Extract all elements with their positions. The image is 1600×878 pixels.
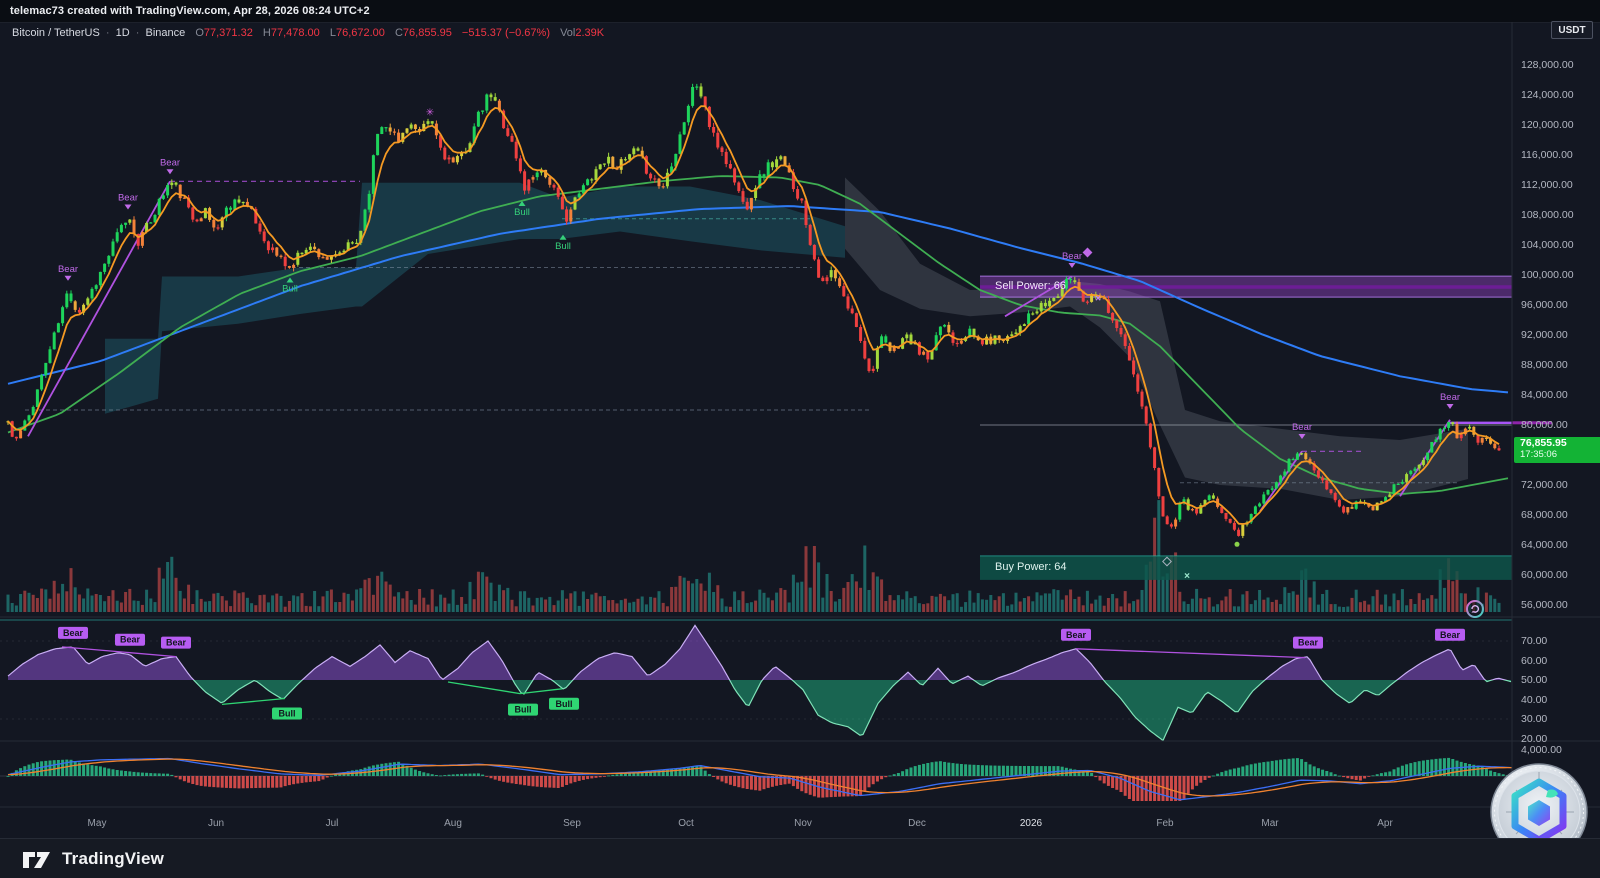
time-axis-label: Jul [325,818,339,829]
pane-separators [0,22,1600,808]
signal-bands [980,275,1512,580]
refresh-icon[interactable] [1464,598,1486,620]
svg-text:Bear: Bear [1066,630,1087,640]
sell-power-label: Sell Power: 66 [995,280,1066,292]
ma-fast [7,105,1500,525]
open-label: O [195,27,204,39]
exchange: Binance [145,27,186,39]
svg-text:Bear: Bear [58,264,78,275]
tradingview-wordmark[interactable]: TradingView [62,849,165,868]
price-axis-label: 84,000.00 [1521,389,1568,401]
time-axis-label: Jun [207,818,225,829]
svg-text:×: × [1184,571,1190,582]
svg-text:Bear: Bear [118,193,138,204]
price-axis-label: 60,000.00 [1521,569,1568,581]
price-axis-label: 112,000.00 [1521,179,1573,191]
moving-averages [7,175,1509,495]
time-axis-label: May [87,818,107,829]
currency-toggle-button[interactable]: USDT [1551,21,1593,39]
buy-power-label: Buy Power: 64 [995,561,1067,573]
time-axis-label: Dec [908,818,926,829]
symbol-legend[interactable]: Bitcoin / TetherUS · 1D · Binance O77,37… [12,27,605,39]
svg-text:Bull: Bull [556,699,573,709]
price-axis-label: 80,000.00 [1521,419,1568,431]
rsi-axis-label: 50.00 [1521,674,1548,686]
svg-text:Bull: Bull [555,241,571,252]
svg-text:Bull: Bull [515,705,532,715]
pivot-markers: Bear Bear Bear Bear Bear Bear Bull Bull Bull ✳ × × [58,107,1460,582]
close-value: 76,855.95 [402,27,452,39]
rsi-axis-label: 60.00 [1521,654,1548,667]
svg-text:Bear: Bear [1298,638,1319,648]
svg-text:Bear: Bear [160,157,180,168]
level-lines [25,218,1512,484]
tradingview-logo-icon[interactable] [22,848,52,870]
time-axis-label: 2026 [1019,818,1043,829]
time-axis-label: Oct [678,818,694,829]
rsi-axis-label: 20.00 [1521,732,1548,745]
rsi-axis-label: 30.00 [1521,713,1548,725]
coin-logo [1490,763,1588,861]
bar-countdown: 17:35:06 [1520,449,1557,460]
attribution-bar: telemac73 created with TradingView.com, … [0,0,1600,23]
rsi-axis-label: 70.00 [1521,635,1548,647]
time-axis-label: Apr [1377,818,1393,829]
high-label: H [262,27,271,39]
svg-text:Bull: Bull [279,709,296,719]
svg-text:Bear: Bear [1440,630,1461,640]
svg-text:×: × [1095,293,1101,304]
time-axis-label: Sep [563,818,581,829]
last-price: 76,855.95 [1520,437,1567,449]
price-axis-label: 72,000.00 [1521,479,1568,491]
time-axis-label: Aug [444,818,462,829]
macd-axis-label: 4,000.00 [1521,744,1562,756]
symbol-name[interactable]: Bitcoin / TetherUS [12,27,100,39]
time-axis-label: Mar [1261,818,1279,829]
attribution-text: telemac73 created with TradingView.com, … [10,5,370,17]
price-axis-label: 124,000.00 [1521,89,1574,101]
price-axis-label: 128,000.00 [1521,59,1574,71]
open-value: 77,371.32 [203,27,253,39]
volume-value: 2.39K [575,27,605,39]
footer-bar: TradingView [0,838,1600,878]
high-value: 77,478.00 [270,27,320,39]
svg-text:Bull: Bull [282,284,298,295]
macd-pane [0,757,1514,801]
price-axis-label: 120,000.00 [1521,119,1574,131]
svg-text:Bear: Bear [63,628,84,638]
price-axis-label: 104,000.00 [1521,239,1574,251]
price-axis-label: 88,000.00 [1521,359,1568,371]
price-axis-label: 108,000.00 [1521,209,1574,221]
volume-label: Vol [560,27,576,39]
svg-text:Bear: Bear [1292,422,1312,433]
svg-text:Bear: Bear [1440,392,1460,403]
svg-text:Bear: Bear [1062,251,1082,262]
close-label: C [394,27,403,39]
svg-text:Bull: Bull [514,207,530,218]
price-axis-label: 56,000.00 [1521,599,1568,611]
time-axis-label: Nov [794,818,812,829]
svg-text:✳: ✳ [426,107,434,118]
time-axis-label: Feb [1156,818,1174,829]
price-axis-label: 64,000.00 [1521,539,1568,551]
price-axis-label: 96,000.00 [1521,299,1568,311]
price-axis-label: 100,000.00 [1521,269,1574,281]
cloud-layer [105,177,1468,500]
change-value: −515.37 (−0.67%) [461,27,550,39]
volume-layer [6,500,1501,612]
price-axis-label: 92,000.00 [1521,329,1568,341]
svg-text:Bear: Bear [120,635,141,645]
price-axis-label: 68,000.00 [1521,509,1568,521]
low-label: L [329,27,336,39]
rsi-pane: Bear Bear Bear Bear Bear Bear Bull Bull Bull [0,624,1512,742]
svg-text:Bear: Bear [166,638,187,648]
low-value: 76,672.00 [335,27,385,39]
rsi-axis-label: 40.00 [1521,693,1548,706]
interval[interactable]: 1D [115,27,130,39]
price-axis-label: 116,000.00 [1521,149,1573,161]
last-price-tag: 76,855.95 17:35:06 [1514,437,1600,463]
